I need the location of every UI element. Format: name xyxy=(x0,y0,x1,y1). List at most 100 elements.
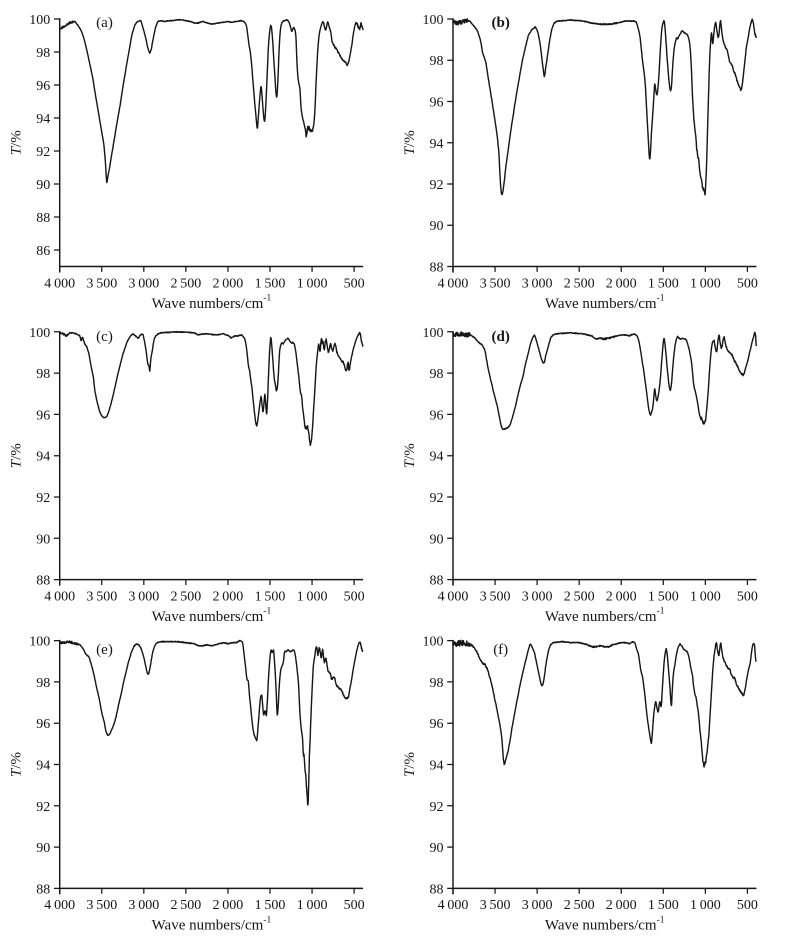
svg-text:96: 96 xyxy=(36,79,50,94)
svg-text:88: 88 xyxy=(36,211,50,226)
svg-text:Wave numbers/cm-1: Wave numbers/cm-1 xyxy=(545,916,665,934)
svg-text:3 500: 3 500 xyxy=(86,898,117,913)
svg-text:94: 94 xyxy=(36,759,50,774)
svg-text:1 000: 1 000 xyxy=(297,589,328,604)
svg-text:T/%: T/% xyxy=(9,443,25,468)
svg-text:500: 500 xyxy=(344,898,365,913)
svg-text:90: 90 xyxy=(36,841,50,856)
svg-text:1 500: 1 500 xyxy=(255,276,286,291)
svg-text:100: 100 xyxy=(29,326,50,341)
svg-text:T/%: T/% xyxy=(9,130,25,155)
svg-text:98: 98 xyxy=(430,367,444,382)
svg-text:1 500: 1 500 xyxy=(255,589,286,604)
svg-text:500: 500 xyxy=(344,276,365,291)
svg-text:94: 94 xyxy=(36,450,50,465)
svg-text:500: 500 xyxy=(344,589,365,604)
svg-text:2 500: 2 500 xyxy=(564,589,595,604)
svg-text:96: 96 xyxy=(36,717,50,732)
svg-text:100: 100 xyxy=(423,326,444,341)
svg-text:2 500: 2 500 xyxy=(564,898,595,913)
svg-text:90: 90 xyxy=(430,532,444,547)
svg-text:3 000: 3 000 xyxy=(128,898,159,913)
svg-text:98: 98 xyxy=(36,676,50,691)
svg-text:2 000: 2 000 xyxy=(606,276,637,291)
svg-text:1 500: 1 500 xyxy=(255,898,286,913)
svg-text:(b): (b) xyxy=(492,15,510,31)
svg-text:3 000: 3 000 xyxy=(522,276,553,291)
svg-text:3 500: 3 500 xyxy=(86,589,117,604)
svg-text:500: 500 xyxy=(737,276,758,291)
svg-text:(f): (f) xyxy=(493,642,508,658)
svg-text:98: 98 xyxy=(430,54,444,69)
svg-text:Wave numbers/cm-1: Wave numbers/cm-1 xyxy=(152,916,272,934)
svg-text:4 000: 4 000 xyxy=(438,589,469,604)
svg-text:2 000: 2 000 xyxy=(606,589,637,604)
svg-text:2 500: 2 500 xyxy=(170,898,201,913)
svg-text:88: 88 xyxy=(430,261,444,276)
svg-text:92: 92 xyxy=(36,800,50,815)
svg-text:Wave numbers/cm-1: Wave numbers/cm-1 xyxy=(152,607,272,625)
svg-text:1 000: 1 000 xyxy=(690,276,721,291)
svg-text:T/%: T/% xyxy=(402,130,418,155)
svg-text:500: 500 xyxy=(737,589,758,604)
svg-text:Wave numbers/cm-1: Wave numbers/cm-1 xyxy=(152,294,272,312)
svg-text:96: 96 xyxy=(430,408,444,423)
svg-text:2 000: 2 000 xyxy=(606,898,637,913)
svg-text:2 500: 2 500 xyxy=(170,589,201,604)
svg-text:100: 100 xyxy=(423,13,444,28)
svg-text:3 500: 3 500 xyxy=(480,898,511,913)
svg-text:100: 100 xyxy=(29,13,50,28)
svg-text:90: 90 xyxy=(430,841,444,856)
svg-text:Wave numbers/cm-1: Wave numbers/cm-1 xyxy=(545,294,665,312)
svg-text:90: 90 xyxy=(430,219,444,234)
svg-text:(e): (e) xyxy=(96,642,113,658)
svg-text:100: 100 xyxy=(29,635,50,650)
svg-text:98: 98 xyxy=(36,367,50,382)
svg-text:T/%: T/% xyxy=(402,443,418,468)
svg-text:90: 90 xyxy=(36,532,50,547)
svg-text:4 000: 4 000 xyxy=(438,898,469,913)
svg-text:4 000: 4 000 xyxy=(438,276,469,291)
svg-text:4 000: 4 000 xyxy=(44,898,75,913)
svg-text:T/%: T/% xyxy=(9,752,25,777)
svg-text:88: 88 xyxy=(36,574,50,589)
svg-text:3 000: 3 000 xyxy=(522,589,553,604)
svg-text:3 500: 3 500 xyxy=(480,589,511,604)
svg-text:3 000: 3 000 xyxy=(128,276,159,291)
svg-text:96: 96 xyxy=(430,96,444,111)
svg-text:(a): (a) xyxy=(96,15,113,31)
svg-text:2 000: 2 000 xyxy=(212,898,243,913)
svg-text:94: 94 xyxy=(36,112,50,127)
svg-text:92: 92 xyxy=(430,491,444,506)
svg-text:96: 96 xyxy=(430,717,444,732)
svg-text:98: 98 xyxy=(36,46,50,61)
svg-text:2 500: 2 500 xyxy=(170,276,201,291)
svg-text:1 500: 1 500 xyxy=(648,898,679,913)
svg-text:2 000: 2 000 xyxy=(212,589,243,604)
svg-text:3 000: 3 000 xyxy=(522,898,553,913)
svg-text:(c): (c) xyxy=(96,329,113,345)
svg-text:86: 86 xyxy=(36,244,50,259)
svg-text:3 500: 3 500 xyxy=(480,276,511,291)
svg-text:88: 88 xyxy=(36,882,50,897)
svg-text:96: 96 xyxy=(36,408,50,423)
svg-text:92: 92 xyxy=(430,800,444,815)
svg-text:1 000: 1 000 xyxy=(297,898,328,913)
svg-text:1 000: 1 000 xyxy=(297,276,328,291)
svg-text:100: 100 xyxy=(423,635,444,650)
svg-text:4 000: 4 000 xyxy=(44,276,75,291)
svg-text:2 500: 2 500 xyxy=(564,276,595,291)
svg-text:88: 88 xyxy=(430,574,444,589)
svg-text:2 000: 2 000 xyxy=(212,276,243,291)
svg-text:94: 94 xyxy=(430,137,444,152)
svg-text:1 500: 1 500 xyxy=(648,589,679,604)
svg-text:3 500: 3 500 xyxy=(86,276,117,291)
svg-text:1 000: 1 000 xyxy=(690,898,721,913)
svg-text:1 000: 1 000 xyxy=(690,589,721,604)
svg-text:94: 94 xyxy=(430,450,444,465)
svg-text:92: 92 xyxy=(36,145,50,160)
svg-text:92: 92 xyxy=(430,178,444,193)
svg-text:3 000: 3 000 xyxy=(128,589,159,604)
svg-text:92: 92 xyxy=(36,491,50,506)
svg-text:94: 94 xyxy=(430,759,444,774)
